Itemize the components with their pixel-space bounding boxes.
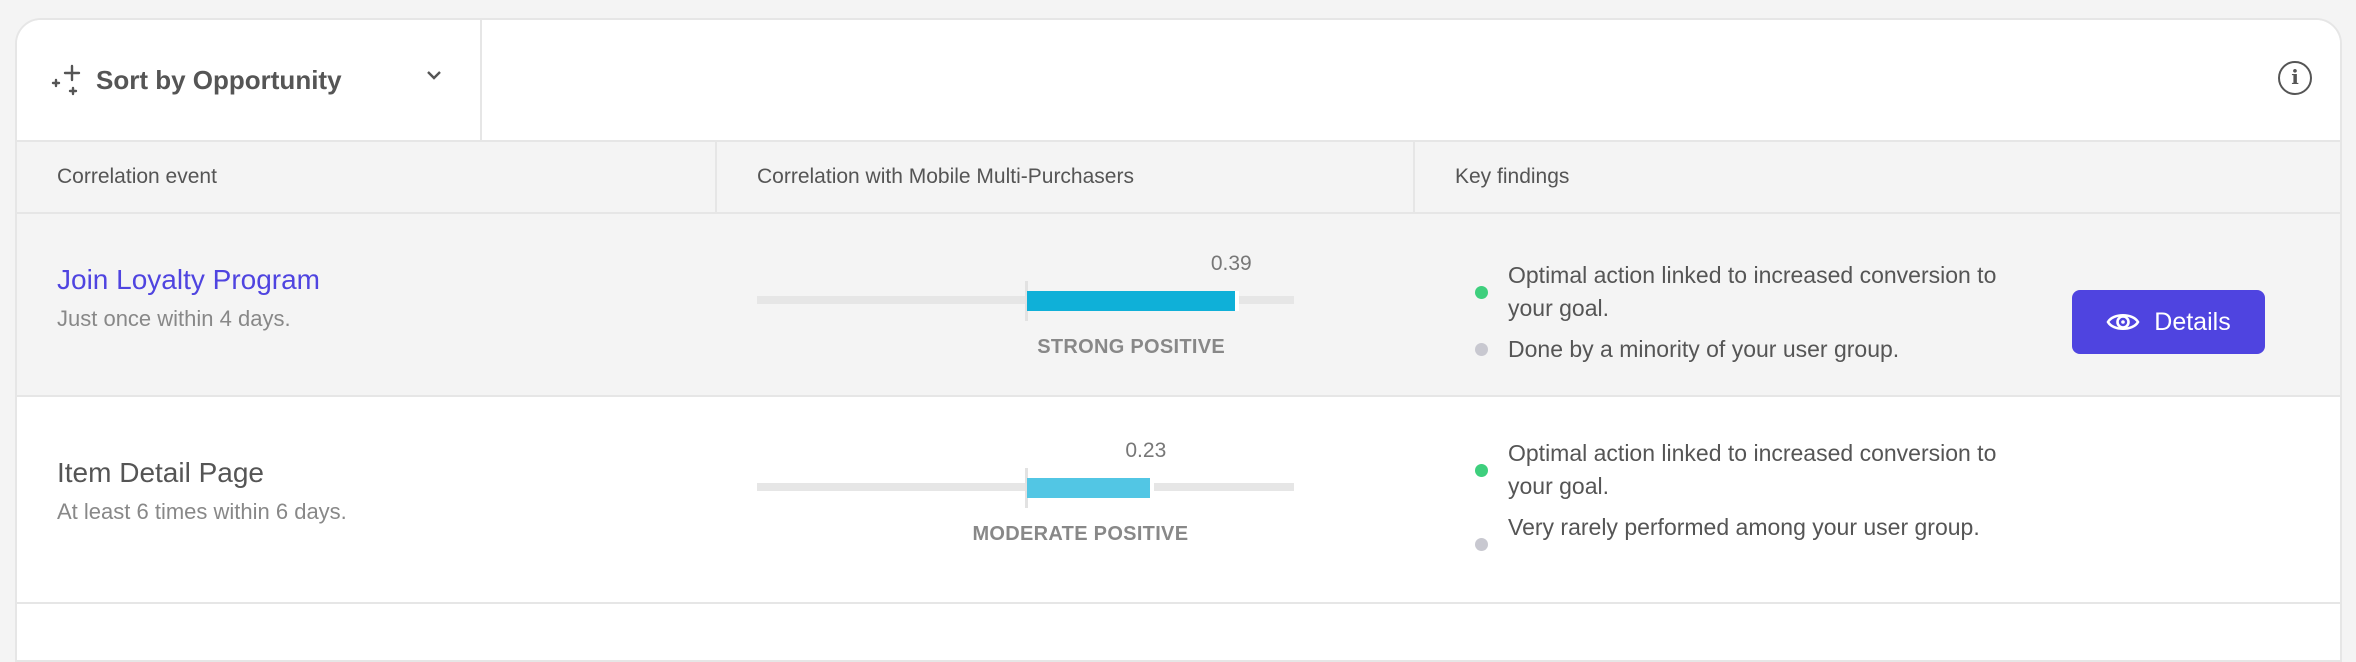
- details-button[interactable]: Details: [2072, 290, 2265, 354]
- key-findings: Optimal action linked to increased conve…: [1475, 437, 2035, 552]
- event-condition: At least 6 times within 6 days.: [57, 499, 347, 524]
- status-dot: [1475, 538, 1488, 551]
- header-correlation-event: Correlation event: [57, 165, 217, 188]
- correlation-value: 0.39: [1210, 252, 1252, 275]
- event-name: Item Detail Page: [57, 457, 264, 488]
- sparkle-icon: [51, 64, 81, 96]
- bar-fill: [1027, 478, 1154, 498]
- table-row[interactable]: Item Detail Page At least 6 times within…: [17, 397, 2340, 604]
- zero-marker: [1025, 281, 1028, 321]
- chevron-down-icon: [427, 71, 441, 80]
- header-correlation: Correlation with Mobile Multi-Purchasers: [715, 142, 1134, 212]
- status-dot: [1475, 343, 1488, 356]
- event-name-link[interactable]: Join Loyalty Program: [57, 264, 321, 295]
- finding-item: Optimal action linked to increased conve…: [1475, 259, 2035, 325]
- toolbar: Sort by Opportunity i: [17, 20, 2340, 142]
- sort-dropdown[interactable]: Sort by Opportunity: [17, 20, 482, 140]
- correlation-value: 0.23: [1125, 439, 1167, 462]
- zero-marker: [1025, 468, 1028, 508]
- table-row[interactable]: Join Loyalty Program Just once within 4 …: [17, 214, 2340, 397]
- correlation-bar: 0.39 STRONG POSITIVE: [757, 252, 1294, 372]
- sort-label: Sort by Opportunity: [96, 64, 342, 95]
- finding-item: Optimal action linked to increased conve…: [1475, 437, 2035, 503]
- event-condition: Just once within 4 days.: [57, 306, 291, 331]
- finding-text: Very rarely performed among your user gr…: [1508, 514, 1980, 540]
- info-icon[interactable]: i: [2278, 61, 2312, 95]
- bar-fill: [1027, 291, 1240, 311]
- correlation-bar: 0.23 MODERATE POSITIVE: [757, 439, 1294, 559]
- correlation-strength: STRONG POSITIVE: [1037, 336, 1226, 358]
- eye-icon: [2106, 313, 2140, 331]
- details-label: Details: [2154, 307, 2231, 336]
- finding-text: Optimal action linked to increased conve…: [1508, 440, 1997, 499]
- correlation-card: Sort by Opportunity i Correlation event …: [15, 18, 2342, 662]
- table-header: Correlation event Correlation with Mobil…: [17, 142, 2340, 214]
- status-dot: [1475, 286, 1488, 299]
- status-dot: [1475, 464, 1488, 477]
- header-key-findings: Key findings: [1413, 142, 1569, 212]
- correlation-strength: MODERATE POSITIVE: [972, 523, 1189, 545]
- finding-text: Optimal action linked to increased conve…: [1508, 262, 1997, 321]
- key-findings: Optimal action linked to increased conve…: [1475, 259, 2035, 374]
- finding-text: Done by a minority of your user group.: [1508, 336, 1900, 362]
- finding-item: Done by a minority of your user group.: [1475, 333, 2035, 366]
- finding-item: Very rarely performed among your user gr…: [1475, 511, 2035, 551]
